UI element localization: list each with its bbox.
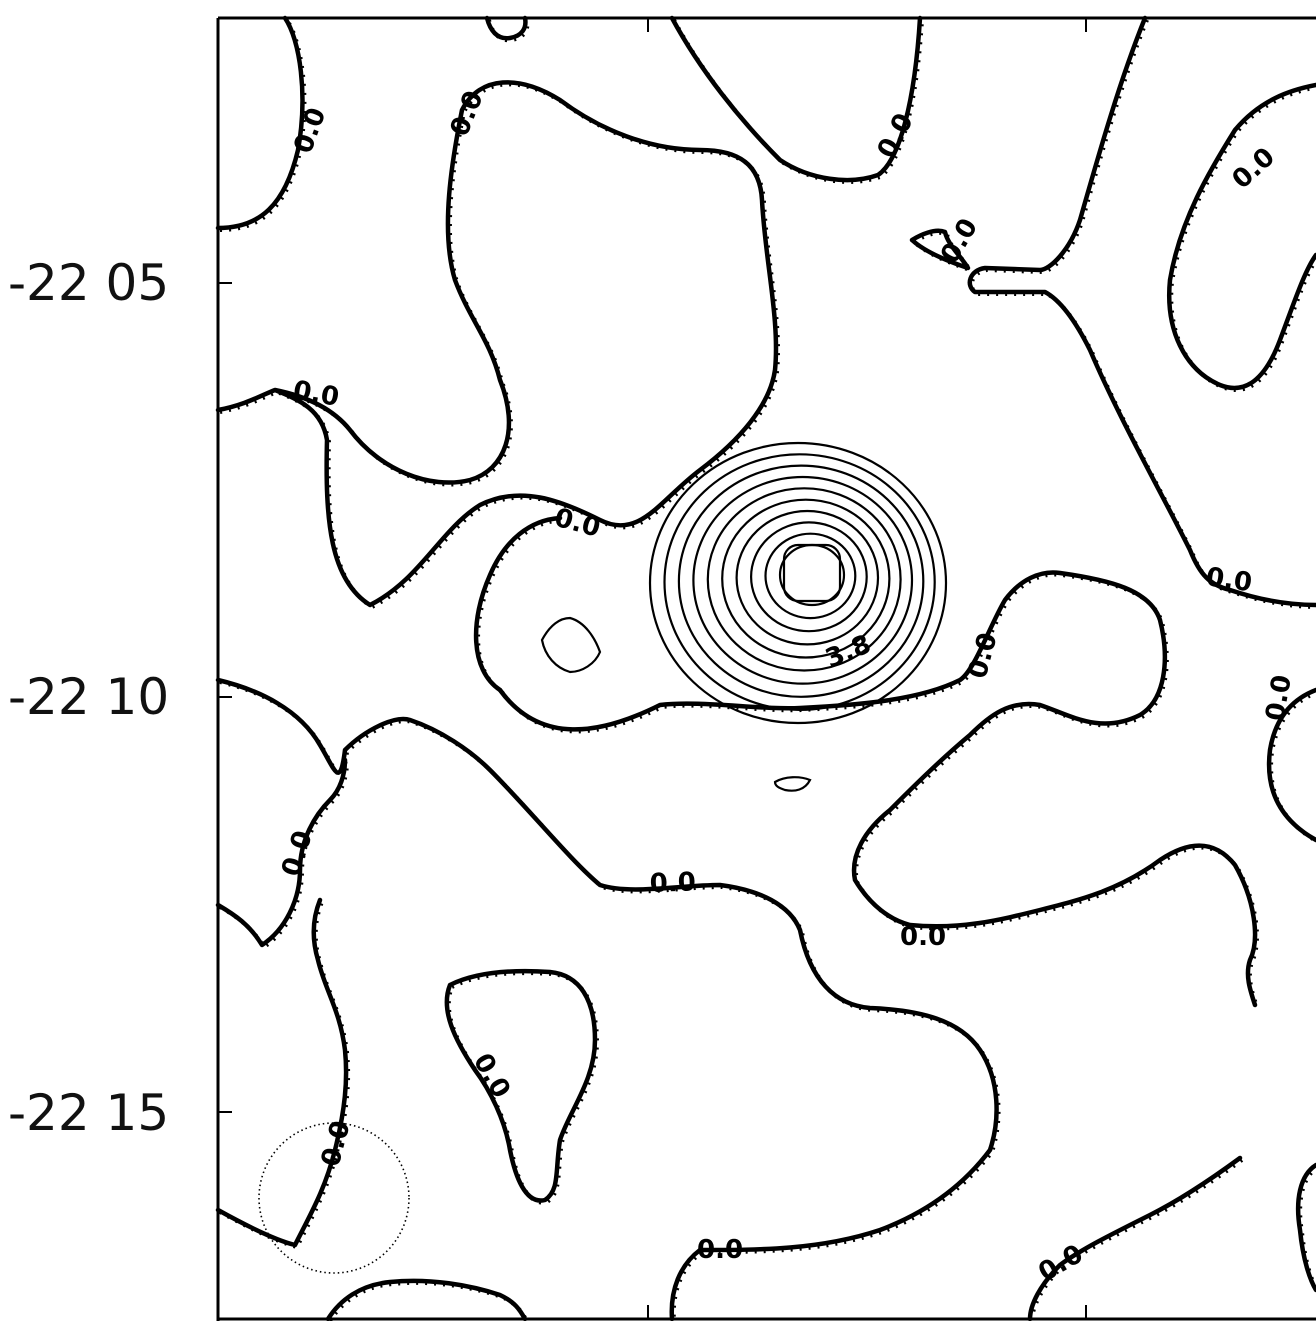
zero-contour [215, 80, 779, 608]
zero-contour [444, 968, 598, 1203]
contour-label: 0.0 [1227, 142, 1281, 195]
plot-frame [216, 16, 1316, 1321]
zero-contours [215, 15, 1316, 1321]
zero-contour-hatch [328, 1280, 529, 1321]
minor-contour [540, 616, 602, 674]
zero-contour [1167, 82, 1316, 391]
peak-contour-core [782, 543, 842, 603]
contour-label: 0.0 [445, 87, 490, 141]
zero-contour [215, 15, 305, 231]
peak-contours [648, 441, 948, 725]
peak-contour-level [692, 475, 914, 685]
contour-label: 0.0 [697, 1235, 743, 1265]
peak-contour-level [663, 453, 936, 711]
peak-contour-level [706, 487, 902, 672]
zero-contour [484, 15, 528, 41]
zero-contour-hatch [218, 761, 349, 950]
beam-marker [258, 1122, 410, 1274]
peak-contour-level [764, 532, 857, 620]
zero-contour-hatch [969, 19, 1316, 609]
zero-contour-hatch [1169, 85, 1316, 392]
contour-label: 0.0 [291, 375, 342, 413]
minor-contours [540, 616, 812, 792]
peak-contour-level [778, 543, 846, 607]
zero-contour [967, 15, 1316, 608]
peak-contour-level [750, 521, 868, 633]
axis-ticks [218, 18, 1087, 1319]
zero-contour-hatch [912, 230, 975, 274]
contour-label: 0.0 [1034, 1239, 1089, 1288]
contour-label: 0.0 [1260, 673, 1298, 724]
zero-contour [215, 897, 349, 1248]
peak-contour-level [721, 498, 891, 659]
contour-label: 0.0 [288, 104, 332, 158]
zero-contour [1027, 1155, 1243, 1321]
minor-contour [773, 776, 812, 792]
zero-contour-hatch [219, 18, 307, 232]
y-axis-labels: -22 05 -22 10 -22 15 [8, 254, 169, 1142]
zero-contour [909, 228, 971, 271]
zero-contour [215, 677, 999, 1321]
contour-label: 3.8 [821, 629, 875, 674]
peak-contour-level [677, 464, 925, 698]
zero-contour [325, 1278, 528, 1321]
contour-label: 0.0 [900, 922, 946, 952]
zero-contour [1295, 1162, 1316, 1293]
zero-contour-hatch [476, 518, 563, 694]
peak-contour-level [648, 441, 948, 725]
contour-label: 0.0 [467, 1049, 516, 1104]
zero-contour-hatch [219, 680, 1001, 1321]
ytick-label: -22 05 [8, 254, 169, 312]
zero-contour-hatch [1030, 1158, 1244, 1321]
contour-label: 0.0 [872, 109, 920, 164]
zero-contour-hatch [487, 19, 530, 43]
zero-contour-hatch [500, 572, 1259, 1008]
zero-contour-hatch [446, 971, 600, 1205]
ytick-label: -22 15 [8, 1084, 169, 1142]
contour-label: 0.0 [963, 630, 1004, 682]
contour-label: 0.0 [551, 503, 603, 544]
zero-contour [1266, 687, 1316, 843]
ytick-label: -22 10 [8, 668, 169, 726]
zero-contour-hatch [219, 901, 351, 1250]
peak-contour-level [735, 509, 880, 646]
contour-label: 0.0 [276, 827, 319, 880]
contour-label: 0.0 [649, 867, 696, 899]
contour-label: 0.0 [1204, 562, 1254, 598]
zero-contour [473, 515, 563, 693]
zero-contour-hatch [219, 82, 781, 610]
zero-contour-hatch [672, 19, 924, 184]
zero-contour [215, 757, 348, 948]
contour-labels: 0.0 0.0 0.0 0.0 0.0 0.0 0.0 3.8 0.0 0.0 … [276, 87, 1298, 1288]
